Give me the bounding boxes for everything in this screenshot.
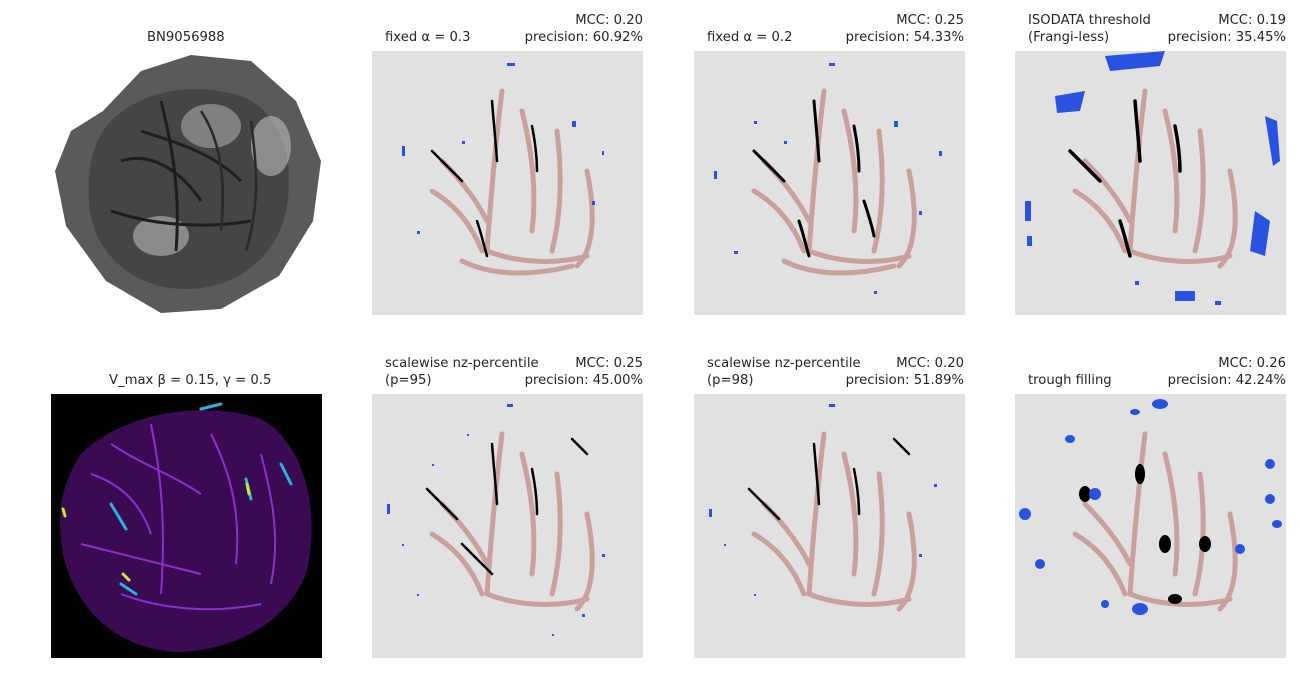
segmentation-image — [372, 394, 643, 658]
segmentation-image — [1015, 394, 1286, 658]
method-label: scalewise nz-percentile — [707, 356, 861, 371]
segmentation-image — [694, 394, 965, 658]
placenta-grayscale-image — [51, 51, 322, 315]
mcc-label: MCC: 0.20 — [575, 13, 643, 28]
mcc-label: MCC: 0.25 — [896, 13, 964, 28]
mcc-label: MCC: 0.25 — [575, 356, 643, 371]
method-label: scalewise nz-percentile — [385, 356, 539, 371]
precision-label: precision: 54.33% — [845, 30, 964, 45]
mcc-label: MCC: 0.19 — [1218, 13, 1286, 28]
method-label: fixed α = 0.2 — [707, 30, 793, 45]
panel-title: V_max β = 0.15, γ = 0.5 — [109, 373, 272, 388]
precision-label: precision: 60.92% — [524, 30, 643, 45]
method-label: fixed α = 0.3 — [385, 30, 471, 45]
panel-title: BN9056988 — [147, 30, 225, 45]
mcc-label: MCC: 0.20 — [896, 356, 964, 371]
mcc-label: MCC: 0.26 — [1218, 356, 1286, 371]
precision-label: precision: 51.89% — [845, 373, 964, 388]
method-label-line2: (p=98) — [707, 373, 754, 388]
segmentation-image — [1015, 51, 1286, 315]
segmentation-image — [694, 51, 965, 315]
segmentation-image — [372, 51, 643, 315]
method-label-line2: (Frangi-less) — [1028, 30, 1110, 45]
method-label: trough filling — [1028, 373, 1112, 388]
method-label: ISODATA threshold — [1028, 13, 1151, 28]
precision-label: precision: 42.24% — [1167, 373, 1286, 388]
precision-label: precision: 35.45% — [1167, 30, 1286, 45]
precision-label: precision: 45.00% — [524, 373, 643, 388]
method-label-line2: (p=95) — [385, 373, 432, 388]
vmax-heatmap-image — [51, 394, 322, 658]
